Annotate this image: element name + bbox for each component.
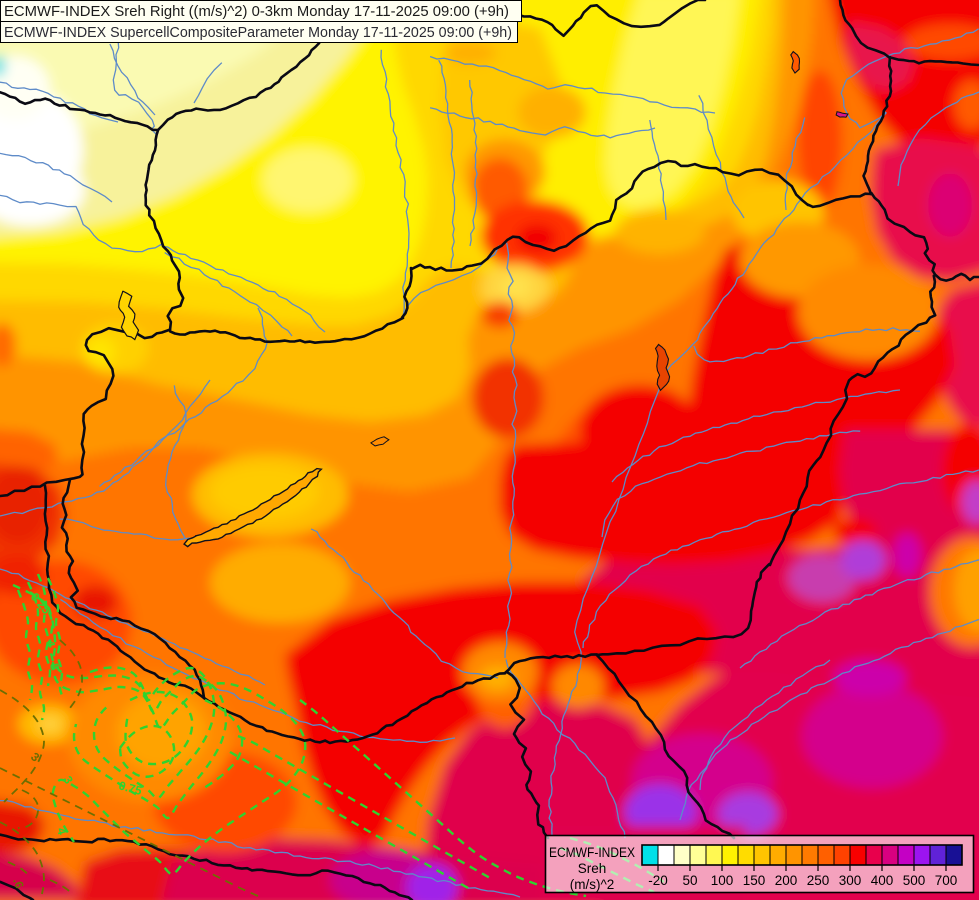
svg-text:-20: -20 (648, 873, 668, 888)
svg-text:200: 200 (775, 873, 798, 888)
svg-text:(m/s)^2: (m/s)^2 (570, 877, 615, 892)
svg-text:100: 100 (711, 873, 734, 888)
svg-text:250: 250 (807, 873, 830, 888)
svg-text:700: 700 (935, 873, 958, 888)
svg-text:4: 4 (54, 826, 69, 836)
svg-text:0.75: 0.75 (117, 778, 143, 798)
svg-text:ECMWF-INDEX Sreh Right ((m/s)^: ECMWF-INDEX Sreh Right ((m/s)^2) 0-3km M… (4, 4, 509, 20)
svg-text:150: 150 (743, 873, 766, 888)
svg-text:ECMWF-INDEX: ECMWF-INDEX (549, 845, 635, 860)
svg-text:.6: .6 (10, 876, 27, 890)
svg-text:5: 5 (47, 662, 62, 671)
svg-text:400: 400 (871, 873, 894, 888)
svg-text:50: 50 (682, 873, 697, 888)
svg-text:Sreh: Sreh (578, 861, 607, 876)
svg-text:ECMWF-INDEX SupercellComposite: ECMWF-INDEX SupercellCompositeParameter … (4, 25, 512, 41)
svg-text:4: 4 (43, 639, 58, 648)
svg-text:500: 500 (903, 873, 926, 888)
svg-text:300: 300 (839, 873, 862, 888)
